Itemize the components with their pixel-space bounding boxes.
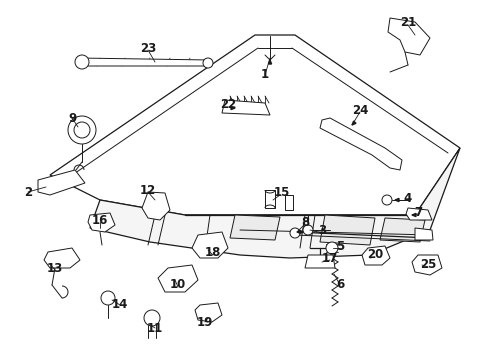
- Text: 18: 18: [205, 247, 221, 260]
- Circle shape: [290, 228, 300, 238]
- Circle shape: [382, 195, 392, 205]
- Polygon shape: [158, 265, 198, 292]
- Polygon shape: [90, 148, 460, 258]
- Polygon shape: [44, 248, 80, 268]
- Polygon shape: [222, 100, 270, 115]
- Text: 5: 5: [336, 239, 344, 252]
- Polygon shape: [269, 60, 271, 64]
- Text: 17: 17: [322, 252, 338, 265]
- Circle shape: [68, 116, 96, 144]
- Polygon shape: [78, 58, 212, 66]
- Text: 19: 19: [197, 315, 213, 328]
- Circle shape: [203, 58, 213, 68]
- Polygon shape: [231, 107, 235, 109]
- Polygon shape: [320, 215, 375, 245]
- Polygon shape: [412, 213, 416, 217]
- Polygon shape: [362, 246, 390, 265]
- Polygon shape: [230, 215, 280, 240]
- Polygon shape: [38, 170, 85, 195]
- Polygon shape: [388, 18, 430, 55]
- Text: 13: 13: [47, 261, 63, 274]
- Polygon shape: [192, 232, 228, 258]
- Text: 12: 12: [140, 184, 156, 197]
- Text: 1: 1: [261, 68, 269, 81]
- Circle shape: [303, 225, 313, 235]
- Polygon shape: [297, 230, 301, 234]
- Polygon shape: [412, 255, 442, 275]
- Text: 14: 14: [112, 298, 128, 311]
- Text: 11: 11: [147, 321, 163, 334]
- Circle shape: [144, 310, 160, 326]
- Polygon shape: [320, 118, 402, 170]
- Text: 9: 9: [68, 112, 76, 125]
- Circle shape: [326, 242, 338, 254]
- Polygon shape: [265, 190, 275, 208]
- Text: 16: 16: [92, 213, 108, 226]
- Text: 23: 23: [140, 41, 156, 54]
- Polygon shape: [352, 121, 356, 125]
- Text: 8: 8: [301, 216, 309, 229]
- Text: 3: 3: [318, 224, 326, 237]
- Text: 2: 2: [24, 185, 32, 198]
- Circle shape: [75, 55, 89, 69]
- Text: 24: 24: [352, 104, 368, 117]
- Circle shape: [101, 291, 115, 305]
- Polygon shape: [88, 213, 115, 232]
- Polygon shape: [195, 303, 222, 322]
- Polygon shape: [415, 228, 433, 240]
- Polygon shape: [305, 255, 335, 268]
- Text: 10: 10: [170, 279, 186, 292]
- Text: 20: 20: [367, 248, 383, 261]
- Polygon shape: [50, 35, 460, 215]
- Polygon shape: [395, 198, 399, 202]
- Text: 7: 7: [414, 206, 422, 219]
- Text: 15: 15: [274, 186, 290, 199]
- Text: 4: 4: [404, 192, 412, 204]
- Polygon shape: [380, 218, 425, 242]
- Polygon shape: [406, 208, 432, 220]
- Text: 6: 6: [336, 279, 344, 292]
- Text: 22: 22: [220, 99, 236, 112]
- Polygon shape: [285, 195, 293, 210]
- Polygon shape: [142, 192, 170, 220]
- Text: 25: 25: [420, 258, 436, 271]
- Text: 21: 21: [400, 15, 416, 28]
